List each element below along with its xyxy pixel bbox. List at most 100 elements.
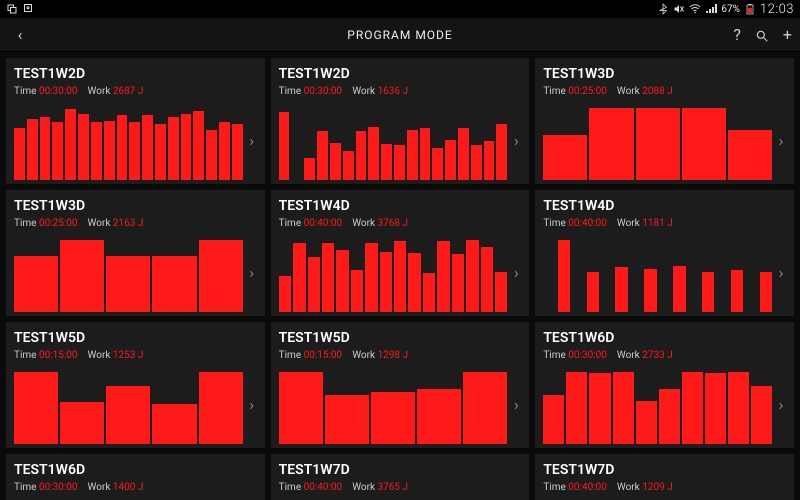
program-card[interactable]: TEST1W5DTime 00:15:00Work 1298 J›: [271, 322, 530, 448]
bar: [589, 108, 633, 180]
bar: [615, 267, 627, 312]
bar: [330, 143, 341, 180]
card-work: 2687 J: [113, 86, 143, 97]
bar-chart: [14, 108, 243, 180]
card-title: TEST1W2D: [279, 66, 522, 82]
bar: [589, 373, 610, 444]
card-title: TEST1W2D: [14, 66, 257, 82]
battery-percent: 67%: [721, 4, 740, 15]
app-header: ‹ PROGRAM MODE ? +: [0, 18, 800, 52]
bar: [14, 256, 58, 312]
card-title: TEST1W7D: [279, 462, 522, 478]
bar: [673, 266, 685, 312]
bar: [14, 128, 25, 180]
program-card[interactable]: TEST1W5DTime 00:15:00Work 1253 J›: [6, 322, 265, 448]
card-title: TEST1W6D: [543, 330, 786, 346]
chevron-right-icon[interactable]: ›: [507, 131, 521, 150]
bar: [484, 141, 495, 180]
bar: [644, 269, 656, 312]
bar: [432, 148, 443, 180]
chevron-right-icon[interactable]: ›: [507, 263, 521, 282]
card-time: 00:40:00: [568, 482, 607, 493]
bar: [91, 122, 102, 180]
card-time: 00:30:00: [39, 482, 78, 493]
bar: [60, 240, 104, 312]
mute-icon: [673, 3, 685, 15]
bar: [142, 115, 153, 180]
bar: [728, 130, 772, 180]
bar: [40, 117, 51, 180]
card-time: 00:40:00: [304, 482, 343, 493]
bar: [705, 373, 726, 444]
card-meta: Time 00:40:00Work 3768 J: [279, 218, 522, 229]
chevron-right-icon[interactable]: ›: [243, 395, 257, 414]
card-meta: Time 00:40:00Work 1209 J: [543, 482, 786, 493]
status-right: 67% 12:03: [657, 2, 794, 17]
card-title: TEST1W5D: [14, 330, 257, 346]
bar-chart: [279, 108, 508, 180]
program-card[interactable]: TEST1W2DTime 00:30:00Work 2687 J›: [6, 58, 265, 184]
bar: [371, 392, 415, 444]
bar: [636, 401, 657, 444]
program-card[interactable]: TEST1W4DTime 00:40:00Work 3768 J›: [271, 190, 530, 316]
back-button[interactable]: ‹: [8, 25, 32, 44]
bar-chart: [279, 240, 508, 312]
program-card[interactable]: TEST1W6DTime 00:30:00Work 1400 J: [6, 454, 265, 500]
bar: [343, 151, 354, 180]
bar: [78, 114, 89, 180]
chevron-right-icon[interactable]: ›: [772, 131, 786, 150]
chevron-right-icon[interactable]: ›: [243, 131, 257, 150]
program-card[interactable]: TEST1W2DTime 00:30:00Work 1636 J›: [271, 58, 530, 184]
search-button[interactable]: [755, 25, 769, 44]
bar: [52, 122, 63, 180]
chart-row: ›: [14, 101, 257, 180]
battery-icon: [744, 3, 756, 15]
bar: [471, 145, 482, 180]
status-left: [6, 3, 34, 15]
bar: [437, 241, 449, 312]
add-button[interactable]: +: [783, 25, 792, 44]
bar: [543, 395, 564, 444]
help-button[interactable]: ?: [733, 25, 741, 44]
bar: [751, 386, 772, 444]
chevron-right-icon[interactable]: ›: [507, 395, 521, 414]
chevron-right-icon[interactable]: ›: [772, 395, 786, 414]
chart-row: ›: [279, 101, 522, 180]
bar: [199, 240, 243, 312]
card-work: 1209 J: [642, 482, 672, 493]
bar: [368, 127, 379, 180]
bar: [420, 128, 431, 180]
chevron-right-icon[interactable]: ›: [772, 263, 786, 282]
bar: [458, 128, 469, 180]
card-time: 00:15:00: [39, 350, 78, 361]
bar-chart: [279, 372, 508, 444]
bar: [193, 111, 204, 180]
card-time: 00:30:00: [304, 86, 343, 97]
chevron-right-icon[interactable]: ›: [243, 263, 257, 282]
chart-row: ›: [14, 233, 257, 312]
bar: [219, 122, 230, 180]
card-time: 00:15:00: [304, 350, 343, 361]
bar: [117, 115, 128, 180]
bluetooth-icon: [657, 3, 669, 15]
bar: [587, 272, 599, 312]
chart-row: ›: [543, 365, 786, 444]
program-card[interactable]: TEST1W6DTime 00:30:00Work 2733 J›: [535, 322, 794, 448]
program-card[interactable]: TEST1W4DTime 00:40:00Work 1181 J›: [535, 190, 794, 316]
bar: [199, 372, 243, 444]
card-title: TEST1W7D: [543, 462, 786, 478]
bar: [394, 145, 405, 180]
program-card[interactable]: TEST1W3DTime 00:25:00Work 2163 J›: [6, 190, 265, 316]
header-actions: ? +: [733, 25, 792, 44]
program-card[interactable]: TEST1W7D Time 00:40:00Work 1209 J: [535, 454, 794, 500]
bar: [380, 252, 392, 312]
card-time: 00:40:00: [304, 218, 343, 229]
bar: [129, 122, 140, 180]
program-card[interactable]: TEST1W3DTime 00:25:00Work 2088 J›: [535, 58, 794, 184]
bar: [731, 270, 743, 312]
bar: [308, 257, 320, 312]
card-meta: Time 00:25:00Work 2163 J: [14, 218, 257, 229]
card-meta: Time 00:40:00Work 3765 J: [279, 482, 522, 493]
program-card[interactable]: TEST1W7D Time 00:40:00Work 3765 J: [271, 454, 530, 500]
chart-row: ›: [14, 365, 257, 444]
